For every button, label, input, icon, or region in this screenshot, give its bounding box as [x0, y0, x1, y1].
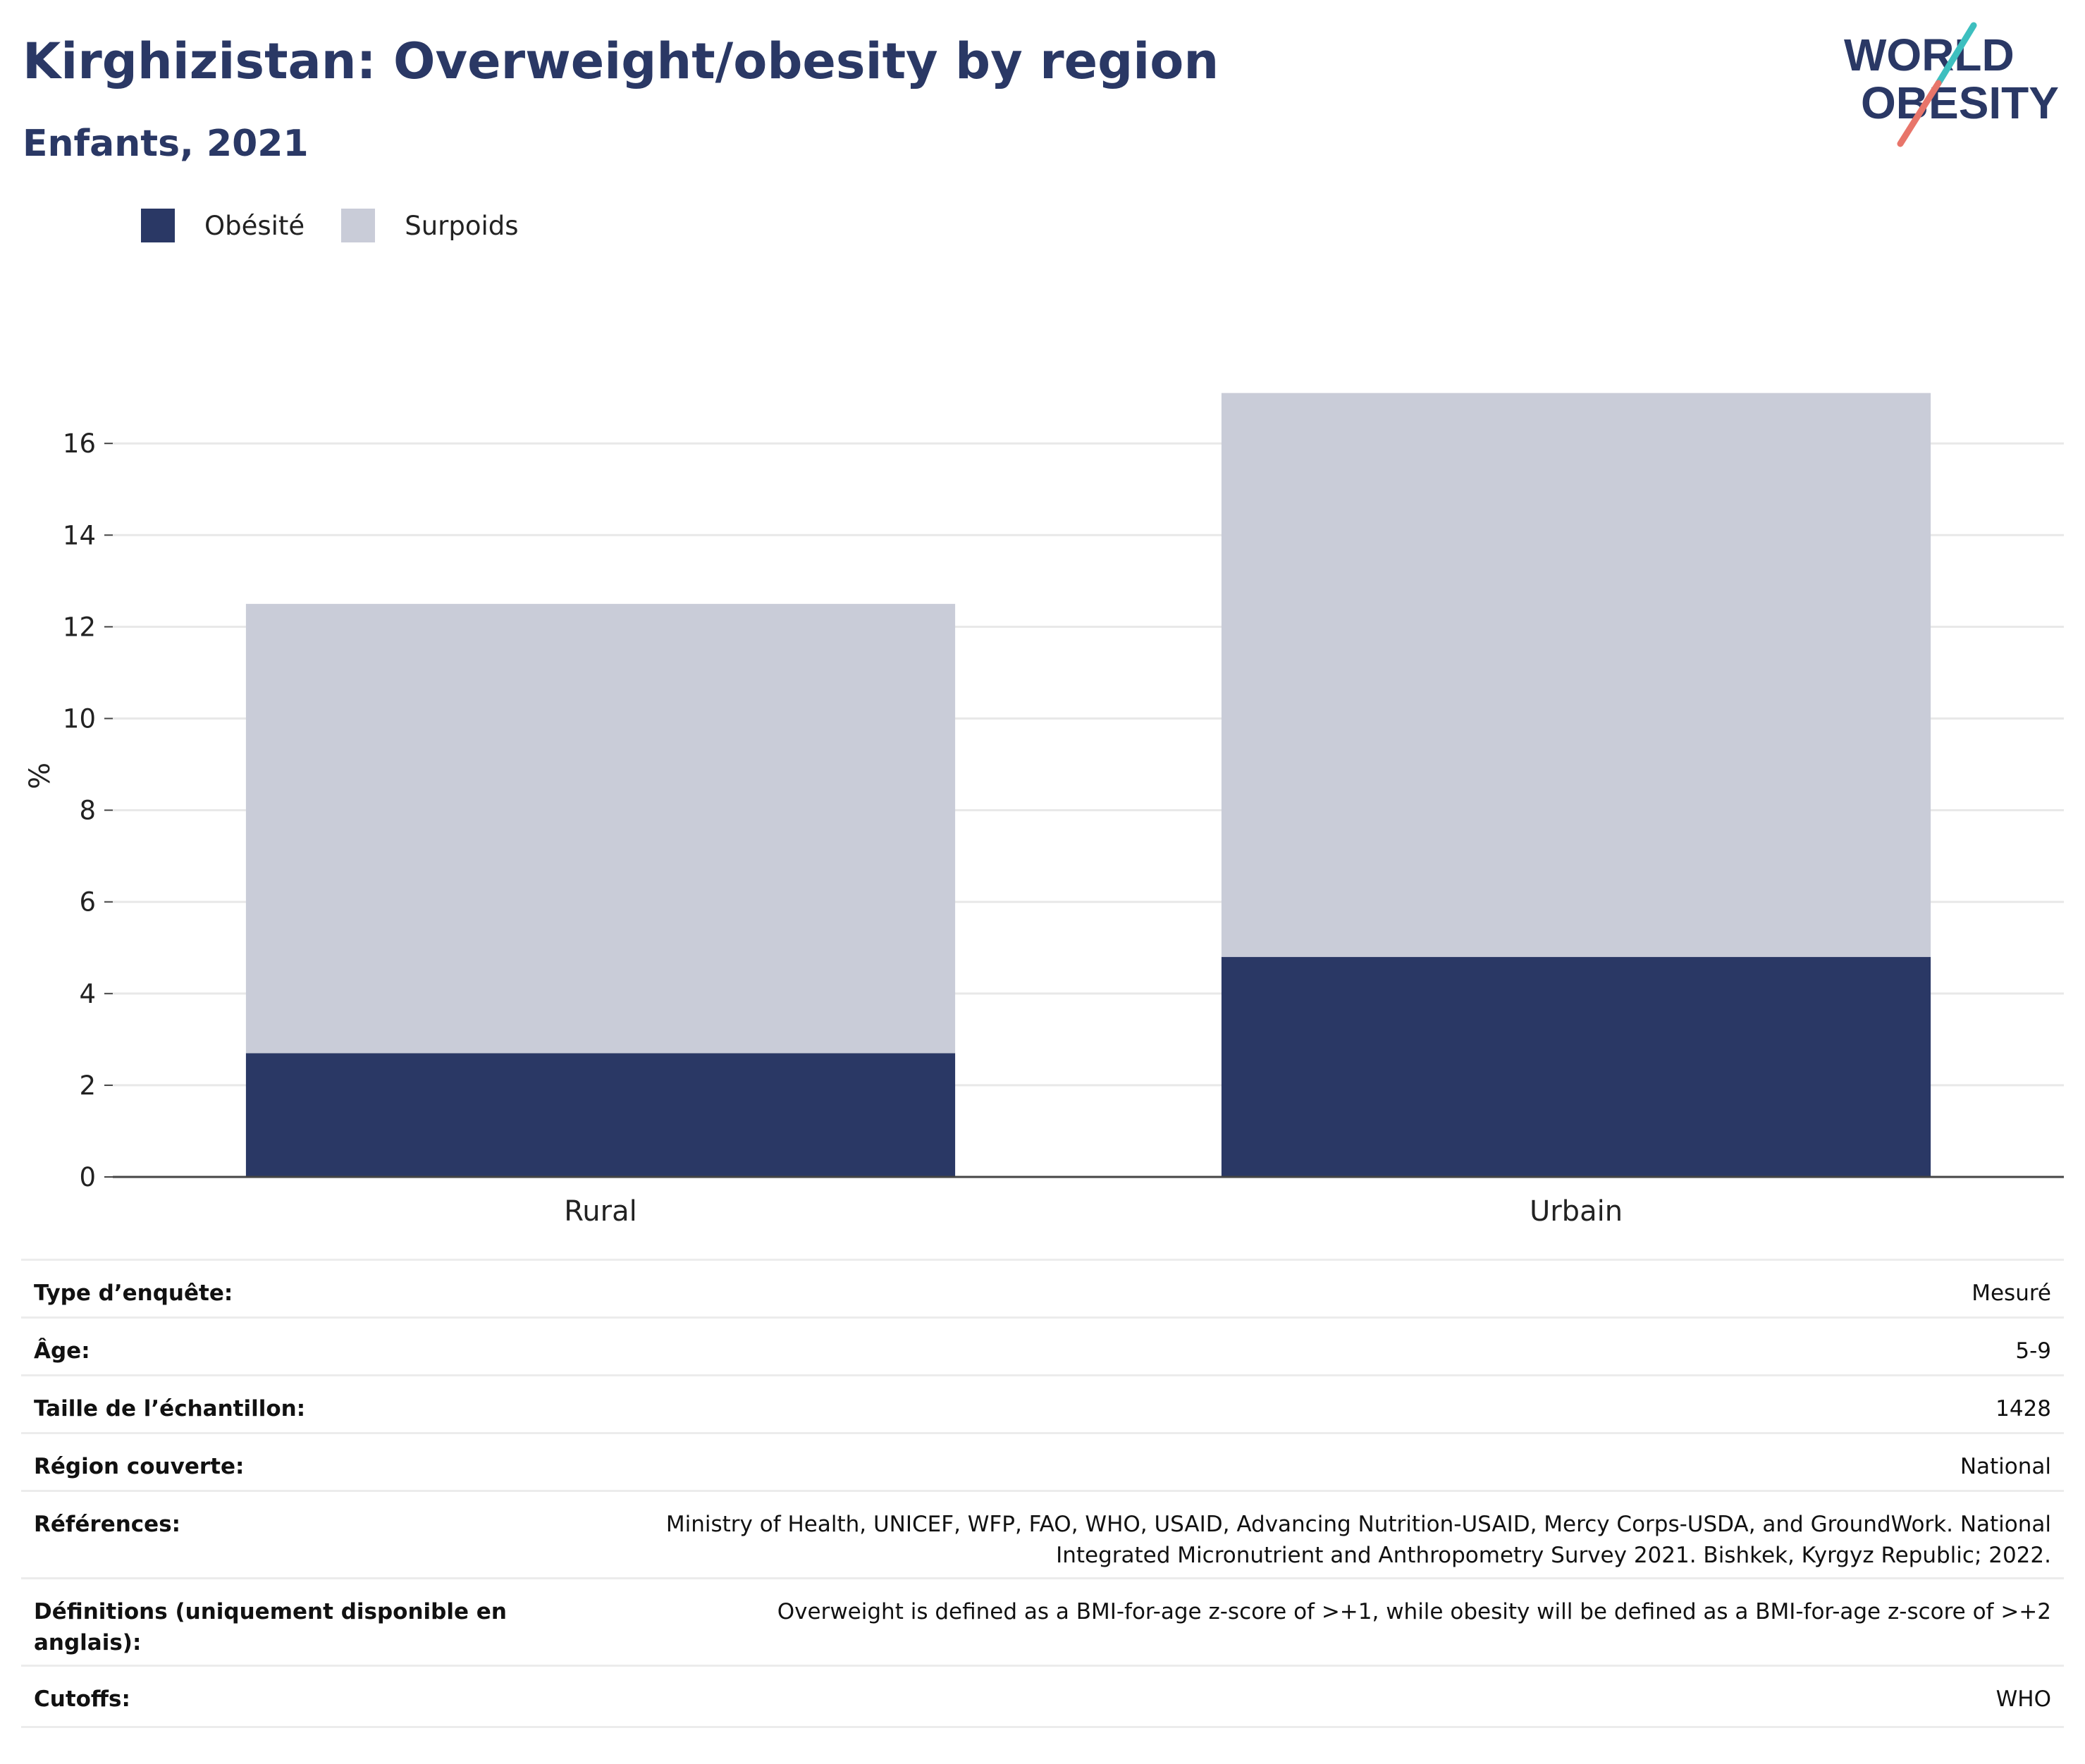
survey-info-table: Type d’enquête: Mesuré Âge: 5-9 Taille de l’… [21, 1259, 2064, 1728]
legend-label-overweight: Surpoids [405, 210, 519, 241]
logo-slash-teal [1935, 22, 1977, 87]
y-tick-label: 16 [63, 428, 96, 459]
info-key: Région couverte: [34, 1454, 245, 1479]
chart-legend: Obésité Surpoids [141, 209, 555, 242]
logo-word-1: WORLD [1844, 30, 2015, 80]
legend-label-obesity: Obésité [204, 210, 305, 241]
info-row: Cutoffs: WHO [21, 1665, 2064, 1728]
info-row: Type d’enquête: Mesuré [21, 1259, 2064, 1316]
info-row: Définitions (uniquement disponible en an… [21, 1577, 2064, 1665]
info-row: Région couverte: National [21, 1432, 2064, 1490]
legend-item-obesity[interactable]: Obésité [141, 209, 305, 242]
bar-obesity-rural [245, 1053, 956, 1177]
info-key: Âge: [34, 1338, 90, 1364]
x-tick-label: Rural [564, 1195, 636, 1228]
info-value: National [1960, 1454, 2051, 1479]
info-value: Mesuré [1972, 1281, 2051, 1306]
bar-overweight-urbain [1221, 393, 1931, 957]
info-row: Âge: 5-9 [21, 1316, 2064, 1374]
legend-item-overweight[interactable]: Surpoids [341, 209, 519, 242]
world-obesity-logo: WORLD OBESITY [1844, 22, 2059, 147]
info-value: Overweight is defined as a BMI-for-age z… [777, 1599, 2051, 1624]
y-tick-label: 4 [79, 979, 96, 1009]
info-value: 5-9 [2015, 1338, 2051, 1364]
y-tick-label: 14 [63, 520, 96, 550]
legend-swatch-obesity [141, 209, 175, 242]
info-key: Définitions (uniquement disponible en an… [34, 1599, 507, 1655]
y-tick-label: 0 [79, 1162, 96, 1192]
y-tick-label: 2 [79, 1071, 96, 1101]
bar-obesity-urbain [1221, 956, 1931, 1177]
chart-title: Kirghizistan: Overweight/obesity by regi… [23, 32, 1219, 90]
y-axis-label: % [24, 763, 56, 789]
bar-overweight-rural [245, 603, 956, 1054]
x-tick-label: Urbain [1530, 1195, 1623, 1228]
info-row: Taille de l’échantillon: 1428 [21, 1374, 2064, 1432]
info-row: Références: Ministry of Health, UNICEF, W… [21, 1490, 2064, 1577]
chart-subtitle: Enfants, 2021 [23, 123, 309, 165]
y-tick-label: 10 [63, 704, 96, 734]
info-key: Taille de l’échantillon: [34, 1396, 306, 1421]
y-tick-label: 8 [79, 796, 96, 826]
logo-word-2: OBESITY [1861, 78, 2059, 128]
logo-slash-coral [1897, 80, 1942, 147]
info-key: Références: [34, 1512, 181, 1537]
info-value: Ministry of Health, UNICEF, WFP, FAO, WH… [665, 1512, 2051, 1568]
info-key: Type d’enquête: [34, 1281, 233, 1306]
y-tick-label: 6 [79, 887, 96, 918]
info-value: WHO [1995, 1686, 2051, 1712]
info-value: 1428 [1995, 1396, 2051, 1421]
info-key: Cutoffs: [34, 1686, 130, 1712]
legend-swatch-overweight [341, 209, 376, 242]
bar-chart: 0 2 4 6 8 10 12 14 16% Rural Urbain [24, 393, 2064, 1228]
y-tick-label: 12 [63, 612, 96, 642]
